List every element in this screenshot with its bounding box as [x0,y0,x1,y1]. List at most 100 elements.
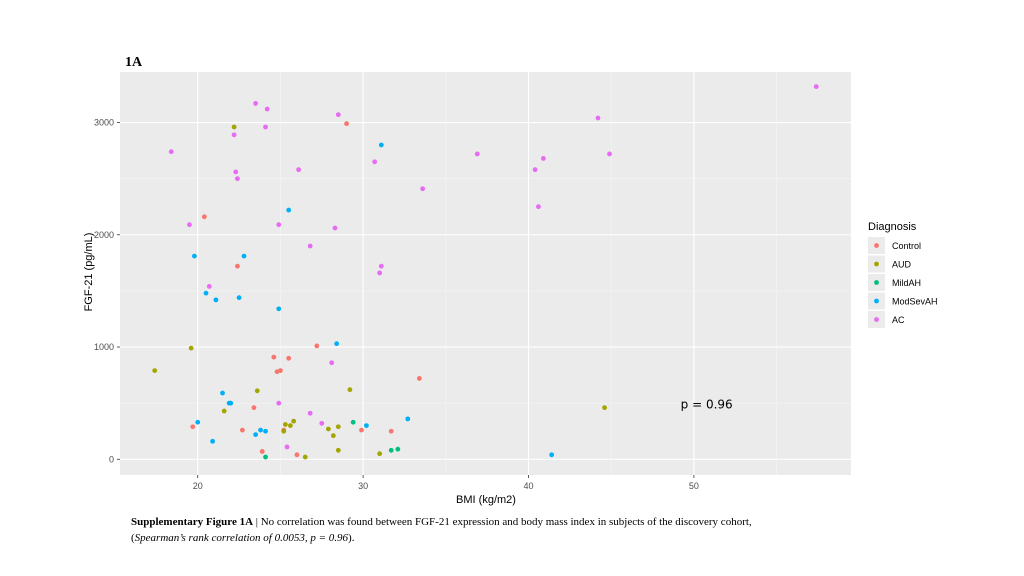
data-point-ac [187,222,192,228]
p-value-annotation: p = 0.96 [681,398,733,412]
x-tick-label: 40 [523,481,533,491]
data-point-ac [231,132,237,138]
data-point-ac [377,270,383,276]
y-tick-label: 1000 [94,342,114,352]
data-point-aud [330,433,336,439]
axes: 20 30 40 50 0 1000 2000 3000 [94,118,699,491]
legend-label-ac: AC [892,315,905,325]
data-point-modsevah [286,207,292,213]
data-point-modsevah [276,306,282,312]
data-point-control [359,427,364,433]
data-point-aud [281,428,287,434]
data-point-mildah [263,454,268,460]
data-point-ac [607,151,612,157]
data-point-ac [335,112,341,118]
data-point-control [344,121,349,127]
x-tick-label: 30 [358,481,368,491]
data-point-control [190,424,196,430]
data-point-mildah [395,446,401,452]
data-point-control [286,355,292,361]
caption-stats: Spearman’s rank correlation of 0.0053, p… [134,532,349,544]
data-point-ac [474,151,480,157]
data-point-modsevah [192,253,197,259]
plot-panel [120,72,851,475]
data-point-aud [188,345,194,351]
legend-label-control: Control [892,241,921,251]
data-point-aud [335,424,341,430]
figure-caption: Supplementary Figure 1A | No correlation… [131,514,831,546]
legend-key-ac [874,317,879,322]
legend-label-aud: AUD [892,260,912,270]
data-point-aud [287,423,293,429]
data-point-control [294,452,300,458]
caption-close-paren: ). [348,532,355,544]
data-point-ac [253,101,259,106]
data-point-modsevah [253,432,259,437]
data-point-control [251,405,257,411]
data-point-ac [372,159,378,165]
data-point-ac [307,243,313,249]
data-point-control [416,376,422,381]
data-point-modsevah [203,290,209,296]
panel-background [120,72,851,475]
legend-label-modsevah: ModSevAH [892,297,938,307]
data-point-modsevah [228,400,234,406]
legend-label-mildah: MildAH [892,278,921,288]
data-point-aud [325,426,331,432]
data-point-aud [254,388,260,394]
data-point-ac [813,84,819,89]
data-point-control [239,427,245,433]
data-point-modsevah [263,428,268,434]
data-point-control [259,449,265,454]
data-point-modsevah [236,295,242,301]
data-point-ac [206,284,212,289]
data-point-control [201,214,207,220]
data-point-ac [284,444,290,450]
data-point-modsevah [378,142,384,148]
y-axis-label: FGF-21 (pg/mL) [83,233,95,312]
data-point-aud [335,447,341,453]
legend-key-control [874,243,879,248]
data-point-ac [540,156,546,161]
data-point-aud [347,387,353,393]
data-point-ac [233,169,239,175]
data-points [152,84,819,460]
data-point-ac [420,186,426,192]
data-point-aud [302,454,308,460]
y-tick-label: 3000 [94,118,114,128]
y-tick-label: 2000 [94,230,114,240]
x-axis-label: BMI (kg/m2) [456,494,516,506]
data-point-aud [291,418,297,424]
data-point-modsevah [195,419,201,425]
data-point-ac [319,420,325,426]
x-tick-label: 20 [193,481,203,491]
data-point-ac [168,149,174,155]
data-point-ac [332,225,338,231]
data-point-control [271,354,277,360]
data-point-modsevah [258,427,263,433]
data-point-control [388,428,394,434]
data-point-ac [235,176,240,182]
data-point-ac [296,167,302,173]
legend-key-mildah [874,280,879,285]
data-point-ac [264,106,270,112]
legend-key-modsevah [874,298,879,304]
data-point-modsevah [220,390,225,396]
data-point-ac [329,360,335,366]
data-point-modsevah [364,423,369,429]
data-point-aud [152,368,158,374]
data-point-ac [276,222,282,228]
data-point-aud [282,422,288,427]
data-point-modsevah [213,297,219,303]
figure-label: 1A [125,55,143,70]
caption-title: Supplementary Figure 1A [131,516,254,528]
x-tick-label: 50 [689,481,699,491]
data-point-ac [263,124,268,130]
data-point-aud [602,405,607,411]
data-point-aud [377,451,383,457]
data-point-control [314,343,320,349]
y-tick-label: 0 [109,454,114,464]
data-point-modsevah [334,341,340,347]
data-point-ac [536,204,541,210]
